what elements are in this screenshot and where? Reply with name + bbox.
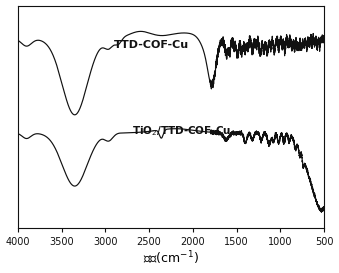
X-axis label: 波数(cm$^{-1}$): 波数(cm$^{-1}$)	[143, 250, 199, 268]
Text: TiO$_2$/TTD-COF-Cu: TiO$_2$/TTD-COF-Cu	[132, 124, 231, 138]
Text: TTD-COF-Cu: TTD-COF-Cu	[114, 40, 189, 50]
